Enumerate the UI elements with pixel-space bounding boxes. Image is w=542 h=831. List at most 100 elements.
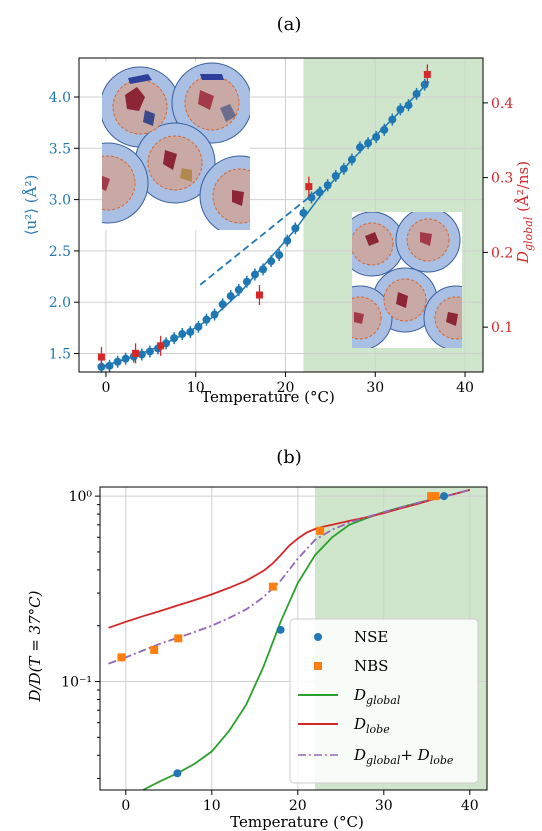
panel-b-label: (b) <box>276 447 302 468</box>
a-fit-dashed-line <box>199 186 322 286</box>
a-msd-point <box>347 155 356 164</box>
a-msd-point <box>267 257 276 266</box>
b-point-nse <box>276 625 285 634</box>
legend-nse-label: NSE <box>354 628 388 646</box>
a-dglobal-point <box>132 349 140 357</box>
a-msd-point <box>420 80 429 89</box>
a-msd-point <box>404 101 413 110</box>
b-point-nse <box>440 492 448 501</box>
b-point-nbs <box>117 653 126 662</box>
a-y-axis-label-left: ⟨u²⟩ (Å²) <box>22 175 40 236</box>
b-point-nbs <box>150 645 159 654</box>
a-y-tick-label-left: 3.5 <box>49 141 71 157</box>
b-x-tick-label: 30 <box>375 798 393 814</box>
b-legend: NSE NBS Dglobal Dlobe Dglobal+ Dlobe <box>289 618 479 784</box>
a-y-tick-label-left: 2.5 <box>49 244 71 260</box>
legend-dglobal-label: Dglobal <box>353 686 401 707</box>
a-msd-point <box>202 315 211 324</box>
b-point-nbs <box>427 492 436 501</box>
a-msd-point <box>364 139 373 148</box>
b-axes-frame <box>99 486 488 791</box>
a-msd-point <box>218 300 227 309</box>
panel-a-label: (a) <box>277 14 302 35</box>
a-x-tick-label: 30 <box>366 380 384 396</box>
a-msd-point <box>275 251 284 260</box>
b-x-tick-label: 10 <box>203 798 221 814</box>
a-msd-point <box>186 327 195 336</box>
a-msd-point <box>226 292 235 301</box>
a-x-ticks: 0 10 20 30 40 <box>101 372 474 396</box>
panel-b: 0 10 20 30 40 10⁻¹ 10⁰ Temperature (°C) D/D(T… <box>26 486 488 831</box>
a-y-tick-label-left: 1.5 <box>49 347 71 363</box>
b-x-tick-label: 0 <box>121 798 130 814</box>
b-y-axis-label: D/D(T = 37°C) <box>26 590 44 702</box>
a-msd-point <box>194 322 203 331</box>
legend-nbs-marker <box>314 662 322 670</box>
a-msd-point <box>315 188 324 197</box>
legend-dsum-label: Dglobal+ Dlobe <box>353 746 454 767</box>
a-dglobal-point <box>423 70 431 78</box>
a-dglobal-point <box>157 342 165 350</box>
a-msd-point <box>210 310 219 319</box>
a-msd-point <box>323 181 332 190</box>
b-x-tick-label: 40 <box>461 798 479 814</box>
legend-nse-marker <box>314 633 322 641</box>
a-msd-point <box>259 265 268 274</box>
a-dglobal-point <box>305 183 313 191</box>
a-msd-point <box>121 354 130 363</box>
a-y-tick-label-right: 0.2 <box>491 245 513 261</box>
a-msd-point <box>339 164 348 173</box>
a-msd-point <box>380 125 389 134</box>
a-series-dglobal-points <box>97 64 431 368</box>
b-line-d-lobe <box>108 489 471 629</box>
a-msd-point <box>178 330 187 339</box>
a-msd-point <box>234 285 243 294</box>
a-y-axis-label-right: Dglobal (Å²/ns) <box>514 161 535 264</box>
a-y-tick-label-left: 2.0 <box>49 295 71 311</box>
b-x-axis-label: Temperature (°C) <box>230 813 364 831</box>
a-msd-point <box>242 277 251 286</box>
a-x-axis-label: Temperature (°C) <box>201 388 335 406</box>
a-series-msd-points <box>97 78 429 373</box>
a-axes-frame <box>78 57 484 373</box>
a-x-tick-label: 10 <box>187 380 205 396</box>
b-line-d-global-d-lobe <box>108 489 471 665</box>
a-x-tick-label: 0 <box>101 380 110 396</box>
a-dglobal-point <box>97 353 105 361</box>
b-x-tick-label: 20 <box>289 798 307 814</box>
a-msd-point <box>170 334 179 343</box>
a-msd-point <box>105 361 114 370</box>
b-y-tick-label: 10⁻¹ <box>61 675 92 691</box>
legend-nbs-label: NBS <box>354 657 388 675</box>
b-point-nbs <box>431 492 440 501</box>
a-msd-point <box>331 172 340 181</box>
inset-image-cluster-top-left <box>102 62 250 230</box>
a-msd-point <box>113 357 122 366</box>
a-y-tick-label-left: 3.0 <box>49 193 71 209</box>
a-msd-point <box>291 224 300 233</box>
a-x-tick-label: 40 <box>456 380 474 396</box>
a-msd-point <box>145 347 154 356</box>
b-y-tick-label: 10⁰ <box>69 489 93 505</box>
a-msd-point <box>356 143 365 152</box>
a-dglobal-point <box>255 291 263 299</box>
a-msd-point <box>372 133 381 142</box>
b-point-nbs <box>268 582 277 591</box>
a-msd-point <box>137 350 146 359</box>
panel-a: 0 10 20 30 40 1.52.02.53.03.54.0 0.10.20.30.… <box>22 57 535 406</box>
a-y-tick-label-right: 0.1 <box>491 320 513 336</box>
b-x-ticks: 0 10 20 30 40 <box>121 790 479 814</box>
legend-dlobe-label: Dlobe <box>353 715 390 736</box>
b-model-lines <box>108 489 471 790</box>
a-msd-point <box>299 208 308 217</box>
a-msd-point <box>250 270 259 279</box>
b-data-points <box>117 492 448 778</box>
a-x-tick-label: 20 <box>277 380 295 396</box>
a-msd-point <box>396 105 405 114</box>
a-msd-point <box>307 193 316 202</box>
a-msd-point <box>283 236 292 245</box>
b-y-ticks: 10⁻¹ 10⁰ <box>61 489 100 779</box>
a-msd-point <box>388 115 397 124</box>
a-y-tick-label-right: 0.3 <box>491 171 513 187</box>
